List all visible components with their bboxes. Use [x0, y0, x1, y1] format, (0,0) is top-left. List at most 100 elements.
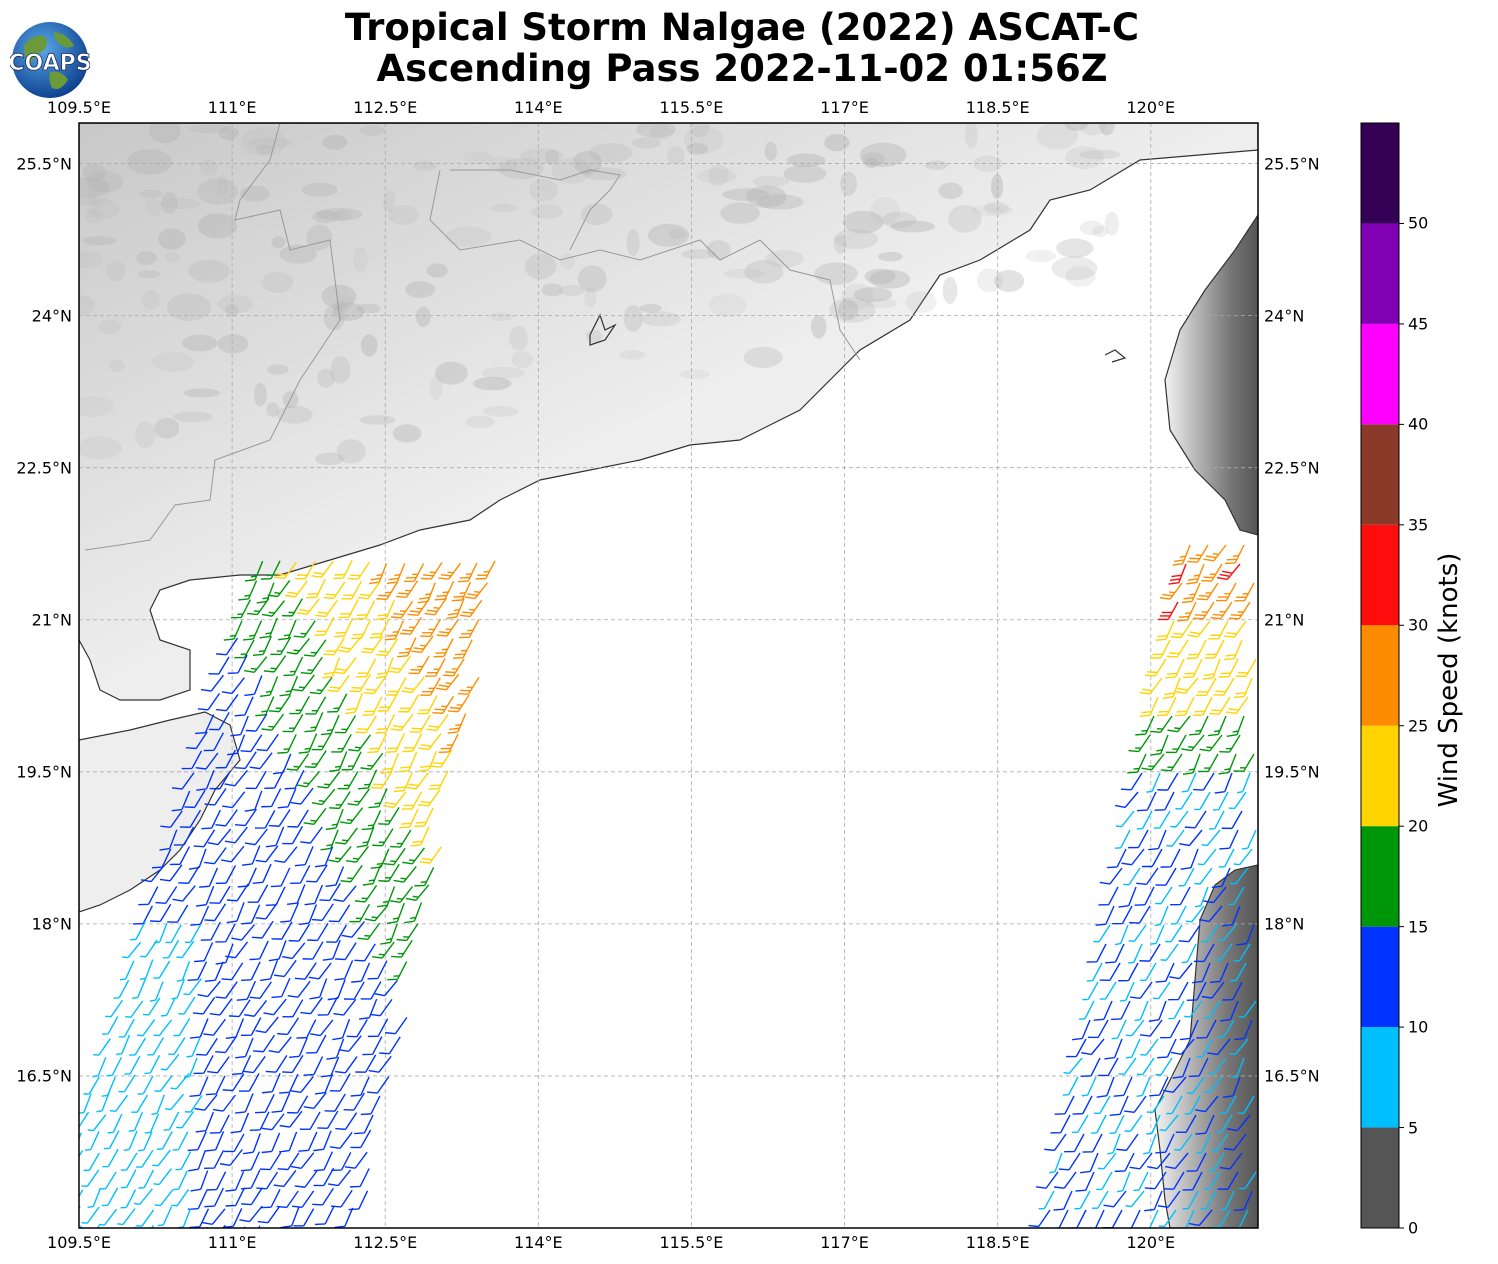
wind-barb	[294, 846, 314, 867]
wind-barb	[354, 885, 378, 903]
wind-barb	[185, 731, 208, 750]
terrain-shade	[152, 351, 194, 372]
wind-barb	[120, 1169, 137, 1189]
wind-barb	[106, 1057, 122, 1077]
wind-barb	[1222, 1076, 1241, 1099]
wind-barb	[1134, 886, 1155, 906]
wind-barb	[230, 1112, 250, 1134]
terrain-shade	[337, 294, 353, 313]
mainland-china	[79, 123, 1258, 701]
terrain-shade	[165, 251, 181, 263]
terrain-shade	[924, 160, 948, 170]
wind-barb	[150, 903, 172, 923]
wind-barb	[139, 959, 154, 981]
wind-barb	[354, 1114, 374, 1135]
wind-barb	[418, 789, 441, 807]
terrain-shade	[255, 144, 274, 155]
map-title-line2: Ascending Pass 2022-11-02 01:56Z	[376, 47, 1108, 90]
terrain-shade	[135, 421, 156, 449]
wind-barb	[306, 1034, 327, 1054]
wind-barb	[1208, 620, 1229, 640]
wind-barb	[317, 771, 341, 789]
terrain-shade	[491, 203, 518, 213]
terrain-shade	[189, 124, 230, 134]
wind-barb	[1181, 582, 1201, 604]
wind-barb	[209, 885, 231, 904]
wind-barb	[408, 655, 430, 675]
terrain-shade	[197, 178, 238, 206]
terrain-shade	[84, 208, 102, 224]
wind-barb	[129, 1037, 147, 1056]
terrain-shade	[551, 157, 592, 184]
wind-barb	[286, 884, 306, 906]
wind-barb	[1160, 943, 1179, 961]
wind-barb	[1114, 791, 1139, 809]
wind-barb	[154, 1189, 174, 1207]
wind-barb	[279, 675, 299, 697]
wind-barb	[201, 809, 221, 830]
wind-barb	[244, 560, 264, 582]
coaps-logo: COAPS	[10, 20, 90, 100]
colorbar-tick-label: 20	[1408, 816, 1429, 836]
wind-barb	[257, 1205, 281, 1224]
wind-barb	[179, 809, 202, 828]
wind-barb	[295, 560, 316, 580]
wind-barb	[125, 1000, 144, 1018]
wind-barb	[138, 1169, 155, 1189]
wind-barb	[87, 1114, 107, 1132]
wind-barb	[203, 732, 225, 752]
wind-barb	[356, 658, 377, 678]
wind-barb	[1178, 924, 1201, 943]
wind-barb	[335, 715, 357, 734]
terrain-shade	[241, 128, 287, 156]
wind-barb	[459, 619, 480, 639]
wind-barb	[1115, 810, 1135, 828]
wind-barb	[1182, 1190, 1199, 1210]
wind-barb	[1228, 886, 1245, 906]
wind-barb	[347, 788, 370, 806]
wind-barb	[303, 639, 327, 657]
wind-barb	[1219, 829, 1239, 850]
wind-barb	[1106, 848, 1127, 869]
wind-barb	[1178, 867, 1195, 887]
wind-barb	[260, 1189, 281, 1209]
wind-barb	[133, 1188, 153, 1206]
wind-barb	[389, 886, 414, 904]
wind-barb	[1103, 1190, 1127, 1208]
wind-barb	[1208, 1152, 1225, 1172]
colorbar-bin	[1361, 424, 1399, 525]
terrain-shade	[869, 196, 901, 225]
wind-barb	[270, 636, 292, 656]
wind-barb	[426, 713, 449, 732]
wind-barb	[239, 1073, 260, 1092]
wind-barb	[398, 694, 420, 713]
wind-barb	[102, 1148, 119, 1168]
terrain-shade	[859, 142, 907, 167]
wind-barb	[209, 1114, 230, 1134]
wind-barb	[1162, 1076, 1187, 1094]
terrain-shade	[316, 368, 335, 388]
wind-barb	[1063, 1057, 1083, 1075]
terrain-shade	[1025, 249, 1057, 263]
terrain-shade	[520, 148, 565, 164]
wind-barb	[240, 1151, 261, 1172]
wind-barb	[325, 808, 344, 831]
wind-barb	[327, 1169, 352, 1187]
map-area	[79, 123, 1258, 1228]
wind-barb	[1187, 544, 1209, 563]
wind-barb	[1179, 829, 1203, 847]
wind-barb	[1192, 696, 1213, 717]
wind-barb	[418, 733, 442, 751]
wind-barb	[1134, 1000, 1149, 1022]
wind-barb	[176, 1111, 195, 1129]
wind-barb	[340, 807, 364, 825]
wind-barb	[173, 826, 195, 846]
wind-barb	[293, 620, 316, 638]
terrain-shade	[98, 319, 121, 335]
terrain-shade	[149, 123, 181, 144]
wind-barb	[1129, 905, 1151, 924]
wind-barb	[124, 1055, 141, 1075]
wind-barb	[1222, 905, 1241, 927]
wind-barb	[371, 941, 395, 959]
wind-barb	[215, 809, 238, 827]
